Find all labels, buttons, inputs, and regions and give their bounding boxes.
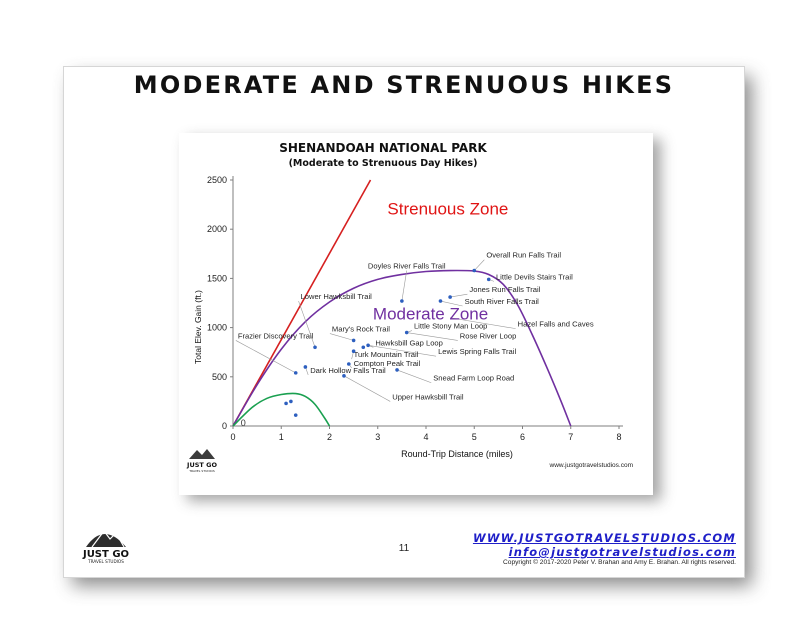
logo-mountain-icon: [189, 449, 215, 459]
trail-label: Mary's Rock Trail: [332, 325, 390, 334]
origin-label: 0: [241, 418, 246, 428]
annotation-leader-line: [343, 375, 391, 402]
chart-logo: JUST GO TRAVEL STUDIOS: [186, 449, 217, 473]
annotation-leader-line: [298, 300, 316, 348]
x-tick-label: 6: [520, 432, 525, 442]
trail-label: Doyles River Falls Trail: [368, 262, 446, 271]
hike-data-point: [361, 345, 366, 350]
trail-label: Overall Run Falls Trail: [486, 251, 561, 260]
page-number: 11: [398, 543, 410, 554]
annotation-leader-line: [401, 270, 407, 302]
y-tick-label: 2500: [207, 175, 227, 185]
hike-data-point: [395, 368, 399, 372]
hike-data-point: [313, 345, 317, 350]
y-tick-label: 2000: [207, 224, 227, 234]
footer-logo-text: JUST GO: [82, 549, 129, 560]
x-tick-label: 0: [230, 432, 235, 442]
slide: MODERATE AND STRENUOUS HIKES SHENANDOAH …: [63, 66, 745, 578]
hike-data-point: [366, 343, 370, 348]
x-tick-label: 1: [279, 432, 284, 442]
y-tick-label: 1000: [207, 323, 227, 333]
logo-mountain-icon: [86, 534, 126, 547]
hike-data-point: [351, 338, 356, 343]
hike-data-point: [472, 268, 477, 273]
slide-title: MODERATE AND STRENUOUS HIKES: [133, 71, 675, 99]
trail-label: Rose River Loop: [460, 331, 517, 340]
hike-data-point: [303, 365, 308, 369]
x-tick-label: 7: [568, 432, 573, 442]
x-tick-label: 5: [472, 432, 477, 442]
y-tick-label: 1500: [207, 273, 227, 283]
trail-label: Upper Hawksbill Trail: [392, 392, 464, 401]
trail-label: Compton Peak Trail: [354, 359, 421, 368]
chart-logo-text: JUST GO: [186, 461, 217, 469]
hike-data-point: [284, 401, 288, 406]
trail-label: Snead Farm Loop Road: [433, 374, 514, 383]
chart-card: SHENANDOAH NATIONAL PARK (Moderate to St…: [179, 133, 653, 495]
hike-data-point: [342, 374, 346, 378]
y-tick-label: 500: [212, 372, 227, 382]
footer-logo: JUST GO TRAVEL STUDIOS: [82, 530, 129, 564]
hike-data-point: [400, 299, 404, 303]
hike-data-point: [438, 299, 443, 303]
zone-label: Strenuous Zone: [387, 199, 508, 218]
easy-boundary-line: [232, 392, 331, 427]
moderate-boundary-line: [232, 269, 572, 427]
source-note: www.justgotravelstudios.com: [549, 462, 633, 469]
x-tick-label: 8: [616, 432, 621, 442]
copyright-text: Copyright © 2017-2020 Peter V. Brahan an…: [503, 559, 736, 566]
trail-label: Lower Hawksbill Trail: [301, 292, 373, 301]
trail-label: Frazier Discovery Trail: [238, 331, 314, 340]
annotation-leader-line: [235, 340, 296, 374]
y-tick-label: 0: [222, 421, 227, 431]
trail-label: Jones Run Falls Trail: [469, 285, 540, 294]
trail-label: Lewis Spring Falls Trail: [438, 347, 516, 356]
annotation-leader-line: [368, 345, 437, 357]
trail-label: Hazel Falls and Caves: [518, 320, 594, 329]
chart-logo-subtext: TRAVEL STUDIOS: [188, 469, 215, 473]
strenuous-boundary-line: [232, 179, 372, 427]
annotation-leader-line: [440, 300, 463, 307]
chart-title: SHENANDOAH NATIONAL PARK: [279, 141, 487, 155]
hike-data-point: [486, 277, 491, 282]
footer-logo-subtext: TRAVEL STUDIOS: [87, 559, 124, 564]
x-axis-label: Round-Trip Distance (miles): [401, 449, 513, 459]
annotation-leader-line: [406, 332, 458, 341]
website-link[interactable]: WWW.JUSTGOTRAVELSTUDIOS.COM: [472, 531, 736, 545]
zone-label: Moderate Zone: [373, 305, 488, 324]
trail-label: Little Devils Stairs Trail: [496, 272, 573, 281]
elevation-chart: SHENANDOAH NATIONAL PARK (Moderate to St…: [186, 141, 633, 473]
hike-data-point: [404, 330, 409, 335]
trail-label: Turk Mountain Trail: [354, 350, 419, 359]
chart-subtitle: (Moderate to Strenuous Day Hikes): [289, 158, 478, 169]
email-link[interactable]: info@justgotravelstudios.com: [508, 545, 736, 559]
x-tick-label: 2: [327, 432, 332, 442]
annotation-leader-line: [450, 317, 516, 329]
annotation-leader-line: [450, 293, 468, 298]
hike-data-point: [289, 399, 293, 404]
hike-data-point: [293, 413, 298, 417]
x-tick-label: 4: [423, 432, 428, 442]
trail-label: Hawksbill Gap Loop: [375, 338, 443, 347]
hike-data-point: [351, 349, 356, 354]
trail-label: South River Falls Trail: [465, 297, 540, 306]
hike-data-point: [448, 295, 452, 299]
trail-label: Dark Hollow Falls Trail: [310, 366, 386, 375]
hike-data-point: [347, 362, 351, 366]
trail-label: Little Stony Man Loop: [414, 322, 487, 331]
x-tick-label: 3: [375, 432, 380, 442]
annotation-leader-line: [396, 369, 432, 384]
annotation-leader-line: [474, 259, 485, 271]
annotation-leader-line: [329, 333, 354, 341]
hike-data-point: [293, 371, 298, 375]
y-axis-label: Total Elev. Gain (ft.): [193, 290, 203, 364]
